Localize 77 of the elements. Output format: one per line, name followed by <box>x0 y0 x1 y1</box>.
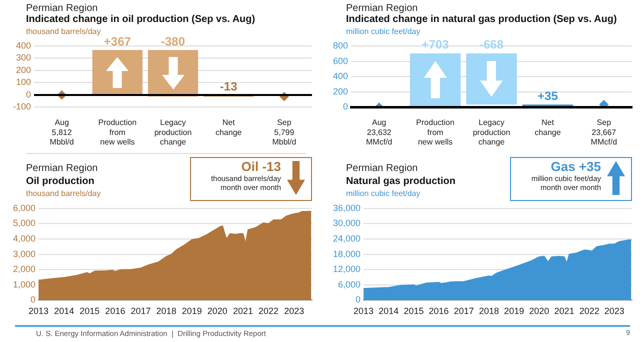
x-tick-label: Aug 23,632 MMcf/d <box>366 118 392 146</box>
data-label: -380 <box>160 34 186 48</box>
y-tick-label: 18,000 <box>332 248 361 259</box>
x-tick-label: 2022 <box>258 306 279 316</box>
chart-title: Oil production <box>26 176 94 187</box>
y-tick-label: 200 <box>332 86 348 96</box>
y-tick-label: 800 <box>332 40 348 50</box>
y-tick-label: 6,000 <box>338 279 361 290</box>
x-tick-label: Net change <box>215 118 242 137</box>
y-tick-label: 100 <box>16 77 32 88</box>
x-tick-label: 2019 <box>504 306 524 316</box>
y-tick-label: 4,000 <box>12 233 36 244</box>
y-axis-title: million cubic feet/day <box>346 27 420 36</box>
y-axis-title: million cubic feet/day <box>346 189 420 198</box>
y-tick-label: 0 <box>343 102 348 112</box>
x-tick-label: 2022 <box>579 306 600 316</box>
y-tick-label: 5,000 <box>12 218 36 228</box>
x-tick-label: 2014 <box>54 306 74 316</box>
y-tick-label: 36,000 <box>332 202 361 213</box>
x-tick-label: Production from new wells <box>98 118 137 146</box>
x-tick-label: Net change <box>534 118 562 137</box>
x-tick-label: Sep 5,799 Mbbl/d <box>272 118 296 146</box>
chart-subtitle: Permian Region <box>346 163 418 174</box>
chart-title: Indicated change in natural gas production (Sep vs. Aug) <box>346 14 617 25</box>
y-tick-label: 200 <box>16 64 32 75</box>
chart-subtitle: Permian Region <box>346 3 418 14</box>
y-tick-label: 400 <box>332 71 348 82</box>
x-tick-label: 2015 <box>404 306 424 316</box>
x-tick-label: 2020 <box>529 306 550 316</box>
y-tick-label: 300 <box>16 52 32 63</box>
x-tick-label: 2017 <box>130 306 151 316</box>
data-label: +367 <box>104 34 132 48</box>
x-tick-label: 2013 <box>354 306 374 316</box>
x-tick-label: 2016 <box>105 306 126 316</box>
y-axis-title: thousand barrels/day <box>26 189 101 198</box>
x-tick-label: 2018 <box>156 306 176 316</box>
x-tick-label: 2020 <box>207 306 228 316</box>
chart-subtitle: Permian Region <box>26 163 98 174</box>
x-tick-label: Legacy production change <box>154 118 192 146</box>
y-tick-label: 600 <box>332 56 348 66</box>
x-tick-label: Production from new wells <box>416 118 454 146</box>
x-tick-label: 2021 <box>232 306 254 316</box>
data-label: -13 <box>220 79 238 94</box>
x-tick-label: 2014 <box>378 306 399 316</box>
y-tick-label: 400 <box>16 40 32 50</box>
x-tick-label: 2016 <box>428 306 449 316</box>
x-tick-label: 2015 <box>80 306 100 316</box>
y-tick-label: 0 <box>356 294 361 305</box>
y-tick-label: 0 <box>30 294 36 305</box>
x-tick-label: 2021 <box>554 306 574 316</box>
data-label: +35 <box>538 88 558 103</box>
x-tick-label: 2017 <box>454 306 474 316</box>
y-tick-label: 1,000 <box>12 279 36 290</box>
y-tick-label: 30,000 <box>332 218 361 228</box>
y-tick-label: 6,000 <box>12 202 36 213</box>
chart-title: Natural gas production <box>346 176 456 187</box>
x-tick-label: Sep 23,667 MMcf/d <box>590 118 618 146</box>
data-label: +703 <box>422 38 450 52</box>
data-label: -668 <box>479 38 504 52</box>
text: Gas +35 <box>550 159 601 174</box>
x-tick-label: Aug 5,812 Mbbl/d <box>50 118 74 146</box>
x-tick-label: 2019 <box>182 306 202 316</box>
y-tick-label: 24,000 <box>332 233 361 244</box>
y-tick-label: -100 <box>13 102 32 112</box>
x-tick-label: 2023 <box>284 306 304 316</box>
x-tick-label: 2013 <box>28 306 49 316</box>
y-tick-label: 2,000 <box>12 264 36 274</box>
y-tick-label: 0 <box>26 89 32 100</box>
chart-title: Indicated change in oil production (Sep vs. Aug) <box>26 14 256 25</box>
text: Oil -13 <box>240 159 281 174</box>
chart-subtitle: Permian Region <box>26 3 98 14</box>
x-tick-label: 2018 <box>478 306 499 316</box>
x-tick-label: Legacy production change <box>472 118 510 146</box>
y-axis-title: thousand barrels/day <box>26 27 101 36</box>
y-tick-label: 3,000 <box>12 248 36 259</box>
x-tick-label: 2023 <box>604 306 624 316</box>
y-tick-label: 12,000 <box>332 264 361 274</box>
